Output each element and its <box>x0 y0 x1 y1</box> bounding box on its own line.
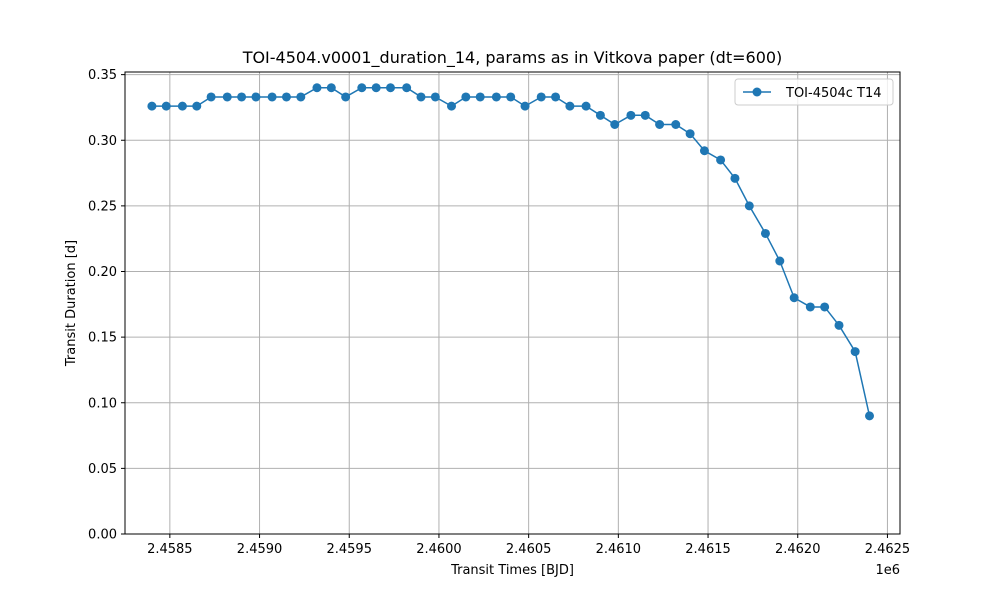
data-point <box>281 92 291 102</box>
x-tick-label: 2.4585 <box>147 542 193 557</box>
data-point <box>192 101 202 111</box>
data-point <box>326 83 336 93</box>
data-point <box>610 120 620 129</box>
data-point <box>386 83 396 93</box>
data-point <box>805 302 815 312</box>
data-point <box>506 92 516 102</box>
x-tick-label: 2.4605 <box>506 542 552 557</box>
data-point <box>430 92 440 102</box>
legend: TOI-4504c T14 <box>734 78 894 106</box>
data-point <box>744 201 754 211</box>
data-point <box>671 120 681 129</box>
data-point <box>416 92 426 102</box>
x-axis-offset-label: 1e6 <box>875 563 900 578</box>
data-point <box>206 92 216 102</box>
data-point <box>222 92 232 102</box>
x-tick-label: 2.4595 <box>326 542 372 557</box>
y-tick-label: 0.05 <box>88 462 117 477</box>
data-point <box>147 101 157 111</box>
y-tick-label: 0.00 <box>88 528 117 543</box>
data-point <box>177 101 187 111</box>
data-point <box>820 302 830 312</box>
plot-frame <box>124 71 901 535</box>
y-tick-label: 0.30 <box>88 134 117 149</box>
x-tick-label: 2.4590 <box>237 542 283 557</box>
data-point <box>371 83 381 93</box>
y-tick-label: 0.25 <box>88 199 117 214</box>
y-tick-label: 0.35 <box>88 68 117 83</box>
y-tick-label: 0.20 <box>88 265 117 280</box>
data-point <box>312 83 322 93</box>
data-point <box>296 92 306 102</box>
data-point <box>699 146 709 156</box>
data-point <box>357 83 367 93</box>
data-point <box>716 155 726 165</box>
x-axis-title: Transit Times [BJD] <box>450 563 574 578</box>
data-point <box>461 92 471 102</box>
y-tick-label: 0.15 <box>88 331 117 346</box>
data-point <box>760 228 770 238</box>
data-point <box>475 92 485 102</box>
data-point <box>161 101 171 111</box>
data-point <box>655 120 665 129</box>
legend-label: TOI-4504c T14 <box>785 86 882 101</box>
data-point <box>251 92 261 102</box>
y-tick-label: 0.10 <box>88 396 117 411</box>
data-point <box>865 411 875 421</box>
x-tick-label: 2.4615 <box>685 542 731 557</box>
data-point <box>536 92 546 102</box>
data-point <box>267 92 277 102</box>
data-point <box>775 256 785 266</box>
data-point <box>402 83 412 93</box>
data-point <box>730 173 740 183</box>
data-point <box>581 101 591 111</box>
data-point <box>850 347 860 357</box>
data-point <box>551 92 561 102</box>
data-point <box>626 110 636 120</box>
data-point <box>565 101 575 111</box>
data-point <box>640 110 650 120</box>
data-point <box>237 92 247 102</box>
legend-marker <box>752 87 762 97</box>
data-point <box>491 92 501 102</box>
data-point <box>789 293 799 303</box>
data-point <box>520 101 530 111</box>
data-point <box>341 92 351 102</box>
chart-title: TOI-4504.v0001_duration_14, params as in… <box>242 48 783 68</box>
x-tick-label: 2.4625 <box>865 542 911 557</box>
ticks: 2.4585 2.4590 2.4595 2.4600 2.4605 2.4610 2.46… <box>88 68 910 557</box>
series-layer <box>147 83 875 421</box>
y-axis-title: Transit Duration [d] <box>64 240 79 367</box>
data-point <box>834 320 844 330</box>
data-point <box>685 129 695 139</box>
x-tick-label: 2.4610 <box>596 542 642 557</box>
data-point <box>447 101 457 111</box>
legend-box <box>734 78 894 106</box>
x-tick-label: 2.4600 <box>416 542 462 557</box>
x-tick-label: 2.4620 <box>775 542 821 557</box>
data-point <box>595 110 605 120</box>
